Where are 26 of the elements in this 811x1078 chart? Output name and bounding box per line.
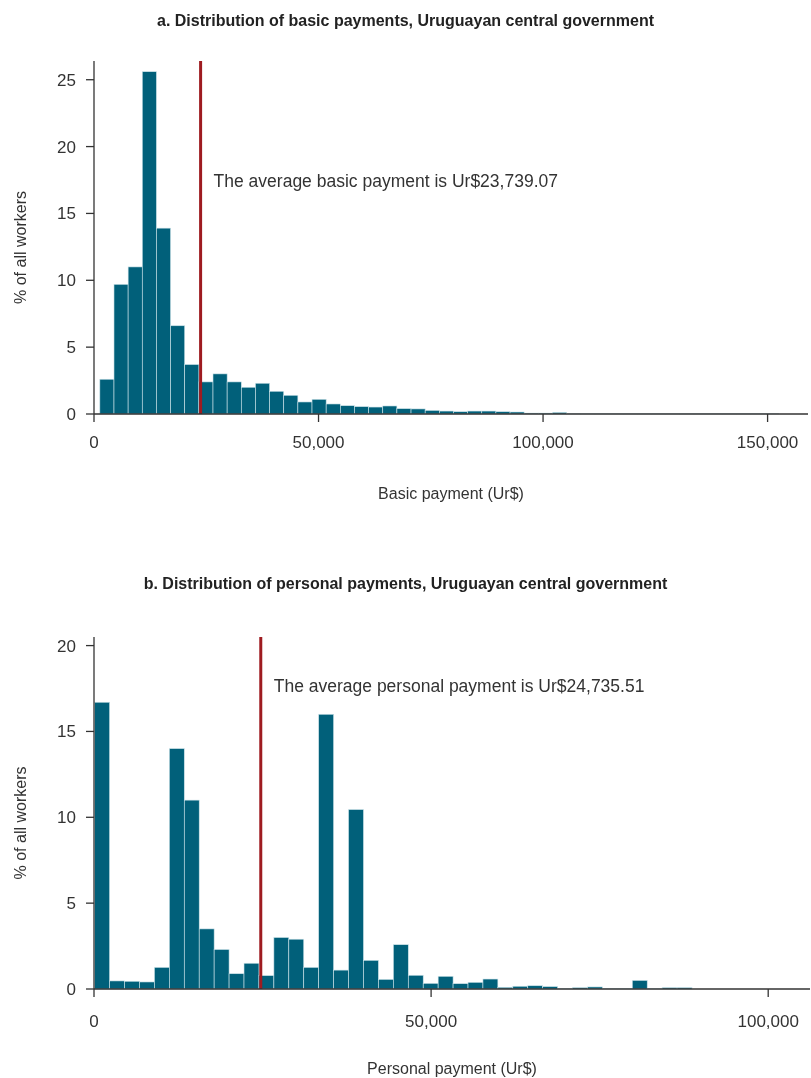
x-tick-label: 0 bbox=[89, 1012, 99, 1031]
y-tick-label: 5 bbox=[66, 338, 76, 358]
x-axis-title: Personal payment (Ur$) bbox=[367, 1060, 537, 1077]
x-tick-label: 100,000 bbox=[512, 433, 574, 452]
x-tick-label: 50,000 bbox=[292, 433, 345, 452]
y-axis-title: % of all workers bbox=[12, 766, 29, 880]
y-tick-label: 10 bbox=[57, 271, 76, 291]
y-tick-label: 15 bbox=[57, 204, 76, 224]
x-axis-title: Basic payment (Ur$) bbox=[378, 485, 524, 502]
y-tick-label: 10 bbox=[57, 808, 76, 828]
y-tick-label: 15 bbox=[57, 722, 76, 742]
ref-line-label: The average personal payment is Ur$24,735.51 bbox=[273, 676, 645, 697]
chart-title: b. Distribution of personal payments, Uruguayan central government bbox=[143, 575, 668, 592]
y-tick-label: 20 bbox=[57, 636, 76, 656]
y-tick-label: 0 bbox=[66, 404, 76, 424]
chart-title: a. Distribution of basic payments, Uruguayan central government bbox=[157, 12, 655, 29]
ref-line-label: The average basic payment is Ur$23,739.07 bbox=[213, 171, 558, 192]
x-tick-label: 150,000 bbox=[736, 433, 799, 452]
y-tick-label: 0 bbox=[66, 979, 76, 999]
x-tick-label: 50,000 bbox=[405, 1012, 458, 1031]
y-tick-label: 20 bbox=[57, 137, 76, 157]
y-tick-label: 25 bbox=[57, 70, 76, 90]
x-tick-label: 0 bbox=[89, 433, 99, 452]
x-tick-label: 100,000 bbox=[737, 1012, 799, 1031]
y-tick-label: 5 bbox=[66, 894, 76, 914]
y-axis-title: % of all workers bbox=[12, 191, 29, 304]
